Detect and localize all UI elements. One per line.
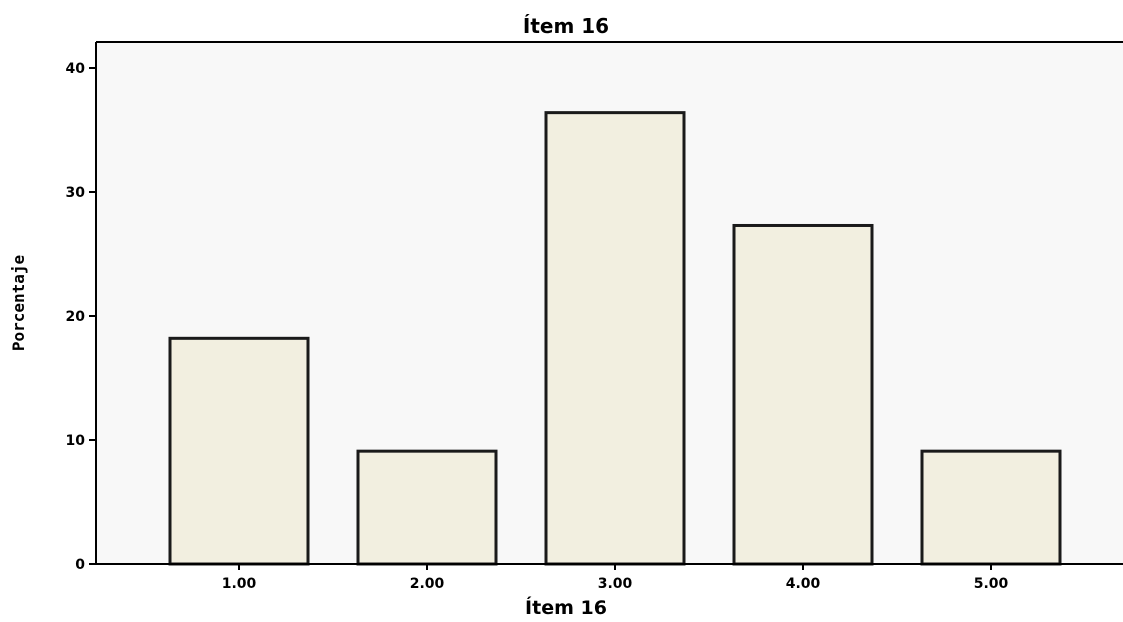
x-tick-label: 3.00: [598, 576, 633, 592]
bar-4.00: [732, 223, 874, 566]
x-tick-label: 2.00: [410, 576, 445, 592]
x-tick-label: 4.00: [786, 576, 821, 592]
x-tick-label: 1.00: [222, 576, 257, 592]
bar-2.00: [356, 449, 498, 566]
bar-3.00: [544, 111, 686, 566]
y-tick-label: 10: [66, 433, 86, 449]
y-tick-label: 20: [66, 309, 86, 325]
chart-title: Ítem 16: [523, 14, 609, 38]
y-ticks-group: 0 10 20 30 40: [66, 61, 96, 573]
bar-5.00: [920, 449, 1062, 566]
y-tick-label: 30: [66, 185, 86, 201]
bar-1.00: [168, 336, 310, 566]
y-tick-label: 40: [66, 61, 86, 77]
x-axis-title: Ítem 16: [525, 596, 607, 619]
bars-group: [168, 111, 1062, 566]
x-tick-label: 5.00: [974, 576, 1009, 592]
x-ticks-group: 1.00 2.00 3.00 4.00 5.00: [222, 564, 1009, 592]
y-tick-label: 0: [75, 557, 85, 573]
y-axis-title: Porcentaje: [9, 255, 28, 351]
